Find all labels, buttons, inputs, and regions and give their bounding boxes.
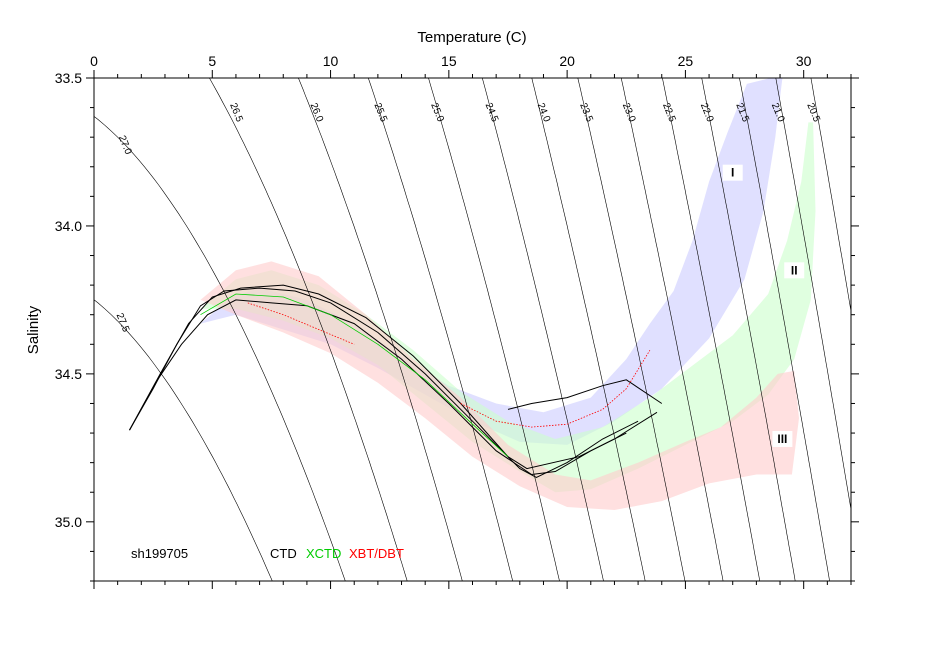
- region-label-background: [784, 262, 805, 279]
- isopycnal-label: 27.5: [114, 312, 132, 335]
- axes: 0 5 10 15 20 25 30 33.5 34.0 34.5 35.0: [55, 53, 859, 589]
- isopycnal-22.0: [701, 78, 796, 581]
- profile-xbt-dbt: [460, 349, 651, 428]
- y-tick-label: 34.0: [55, 218, 82, 234]
- region-label-background: [722, 164, 743, 181]
- y-tick-label: 33.5: [55, 70, 82, 86]
- isopycnal-24.5: [481, 78, 604, 581]
- region-label-iii: III: [777, 432, 787, 446]
- x-axis-title: Temperature (C): [417, 29, 526, 46]
- legend-item-xctd: XCTD: [306, 546, 341, 561]
- legend-item-ctd: CTD: [270, 546, 297, 561]
- isopycnal-26.5: [209, 78, 408, 581]
- profile-xbt-dbt: [247, 302, 355, 345]
- isopycnal-21.0: [775, 78, 851, 512]
- x-tick-label: 30: [796, 53, 812, 69]
- profile-xctd: [200, 293, 509, 457]
- isopycnal-label: 22.5: [660, 101, 678, 124]
- region-label-ii: II: [791, 263, 798, 277]
- x-tick-label: 10: [323, 53, 339, 69]
- isopycnal-label: 25.0: [428, 101, 446, 124]
- profile-ctd: [129, 284, 658, 470]
- profile-ctd: [129, 287, 639, 478]
- cruise-label: sh199705: [131, 546, 188, 561]
- envelope-iii: [200, 261, 799, 510]
- isopycnal-27.5: [94, 299, 273, 581]
- isopycnal-label: 24.5: [483, 101, 501, 124]
- isopycnal-label: 23.5: [577, 101, 595, 124]
- profile-ctd: [129, 299, 627, 476]
- envelope-i: [200, 78, 783, 445]
- isopycnal-label: 27.0: [116, 134, 134, 157]
- isopycnal-25.5: [367, 78, 514, 581]
- isopycnal-label: 23.0: [620, 101, 638, 124]
- x-tick-label: 20: [559, 53, 575, 69]
- legend: CTD XCTD XBT/DBT: [270, 546, 404, 561]
- x-tick-label: 5: [208, 53, 216, 69]
- legend-item-xbt-dbt: XBT/DBT: [349, 546, 404, 561]
- profile-series: [129, 284, 663, 478]
- isopycnal-label: 20.5: [804, 101, 822, 124]
- x-tick-label: 0: [90, 53, 98, 69]
- isopycnal-21.5: [739, 78, 830, 581]
- isopycnal-label: 22.0: [698, 102, 716, 125]
- x-tick-label: 25: [678, 53, 694, 69]
- isopycnal-26.0: [298, 78, 463, 581]
- y-tick-label: 35.0: [55, 514, 82, 530]
- isopycnal-label: 25.5: [371, 101, 389, 124]
- isopycnal-22.5: [662, 78, 761, 581]
- y-tick-label: 34.5: [55, 366, 82, 382]
- water-mass-envelopes: [200, 78, 816, 510]
- isopycnal-27.0: [94, 116, 346, 581]
- region-label-background: [772, 430, 793, 447]
- region-label-i: I: [731, 166, 734, 180]
- isopycnal-24.0: [531, 78, 646, 581]
- isopycnal-23.5: [577, 78, 686, 581]
- isopycnal-23.0: [620, 78, 724, 581]
- isopycnal-label: 24.0: [535, 101, 553, 124]
- envelope-ii: [200, 122, 816, 493]
- y-axis-title: Salinity: [25, 305, 42, 354]
- isopycnal-25.0: [428, 78, 560, 581]
- isopycnal-label: 26.0: [308, 101, 326, 124]
- isopycnal-20.5: [810, 78, 851, 313]
- x-tick-label: 15: [441, 53, 457, 69]
- isopycnal-lines: [94, 78, 851, 581]
- profile-ctd: [507, 379, 663, 410]
- isopycnal-label: 26.5: [227, 101, 245, 124]
